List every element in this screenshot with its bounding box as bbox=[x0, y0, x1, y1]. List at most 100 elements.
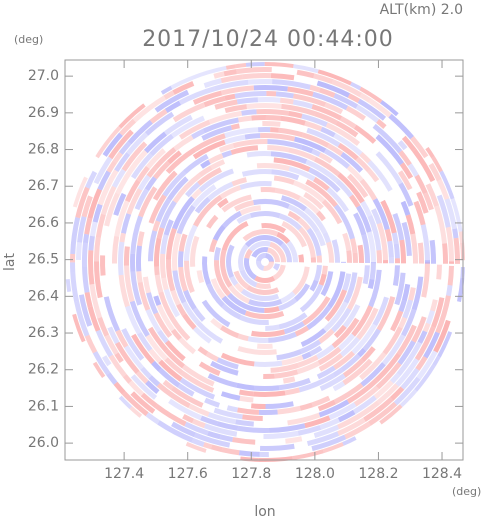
echo-cell bbox=[327, 271, 346, 309]
echo-cell bbox=[234, 90, 267, 99]
echo-cell bbox=[359, 152, 371, 164]
echo-cell bbox=[423, 331, 440, 359]
echo-cell bbox=[367, 160, 393, 192]
echo-cell bbox=[399, 389, 419, 408]
echo-cell bbox=[184, 224, 198, 261]
echo-cell bbox=[288, 110, 303, 119]
echo-cell bbox=[210, 444, 223, 453]
echo-cell bbox=[398, 182, 414, 207]
echo-cell bbox=[388, 268, 394, 279]
echo-cell bbox=[162, 379, 174, 391]
echo-cell bbox=[212, 381, 240, 395]
echo-cell bbox=[92, 351, 111, 376]
echo-cell bbox=[213, 407, 243, 420]
echo-cell bbox=[416, 191, 429, 214]
echo-cell bbox=[431, 155, 444, 173]
echo-cell bbox=[317, 346, 342, 366]
echo-cell bbox=[248, 299, 283, 308]
echo-cell bbox=[392, 162, 403, 173]
echo-cell bbox=[76, 242, 82, 260]
echo-cell bbox=[210, 360, 239, 376]
echo-cell bbox=[274, 369, 299, 379]
echo-cell bbox=[114, 290, 125, 309]
echo-cell bbox=[425, 183, 439, 207]
echo-cell bbox=[80, 340, 97, 365]
echo-cell bbox=[198, 165, 213, 177]
echo-cell bbox=[192, 307, 206, 322]
echo-cell bbox=[94, 125, 122, 159]
echo-cell bbox=[119, 232, 126, 243]
echo-cell bbox=[296, 69, 315, 79]
echo-cell bbox=[194, 336, 223, 358]
echo-cell bbox=[220, 249, 233, 288]
altitude: ALT(km) 2.0 bbox=[380, 2, 463, 18]
echo-cell bbox=[178, 337, 196, 355]
echo-cell bbox=[243, 257, 257, 280]
echo-cell bbox=[264, 62, 294, 68]
echo-cell bbox=[239, 181, 272, 190]
echo-cell bbox=[71, 176, 88, 208]
echo-cell bbox=[342, 358, 373, 386]
echo-cell bbox=[74, 300, 90, 337]
echo-cell bbox=[162, 135, 182, 152]
echo-cell bbox=[287, 86, 314, 97]
echo-cell bbox=[271, 169, 300, 181]
echo-cell bbox=[368, 98, 392, 118]
echo-cell bbox=[276, 231, 291, 244]
echo-cell bbox=[396, 341, 422, 376]
echo-cell bbox=[349, 400, 380, 424]
echo-cell bbox=[148, 194, 167, 224]
echo-cell bbox=[192, 73, 215, 86]
echo-cell bbox=[172, 196, 195, 230]
echo-cell bbox=[233, 270, 250, 290]
echo-cell bbox=[65, 242, 70, 280]
echo-cell bbox=[207, 412, 237, 425]
echo-cell bbox=[309, 374, 319, 383]
echo-cell bbox=[311, 104, 343, 121]
echo-cell bbox=[263, 373, 275, 380]
echo-cell bbox=[221, 210, 242, 228]
echo-cell bbox=[324, 102, 344, 115]
echo-cell bbox=[269, 261, 275, 263]
echo-cell bbox=[375, 151, 403, 185]
echo-cell bbox=[431, 297, 445, 328]
echo-cell bbox=[239, 315, 269, 326]
echo-cell bbox=[225, 63, 236, 70]
echo-cell bbox=[338, 333, 356, 351]
echo-cell bbox=[121, 213, 132, 234]
echo-cell bbox=[153, 312, 173, 338]
y-tick-label: 26.2 bbox=[28, 362, 59, 378]
echo-cell bbox=[414, 364, 437, 393]
echo-cell bbox=[253, 420, 288, 427]
echo-cell bbox=[159, 200, 177, 229]
echo-cell bbox=[206, 283, 225, 308]
echo-cell bbox=[287, 210, 301, 222]
echo-cell bbox=[298, 196, 320, 214]
echo-cell bbox=[322, 442, 345, 455]
echo-cell bbox=[320, 206, 343, 240]
echo-cell bbox=[268, 449, 297, 457]
echo-cell bbox=[410, 136, 429, 159]
echo-cell bbox=[268, 331, 297, 343]
echo-cell bbox=[246, 285, 280, 296]
echo-cell bbox=[251, 247, 269, 258]
echo-cell bbox=[241, 223, 262, 236]
echo-cell bbox=[92, 203, 103, 223]
echo-cell bbox=[436, 179, 450, 200]
echo-cell bbox=[135, 370, 149, 384]
echo-cell bbox=[398, 150, 412, 166]
echo-cell bbox=[128, 406, 143, 419]
echo-cell bbox=[306, 431, 340, 446]
echo-cell bbox=[319, 87, 336, 98]
echo-cell bbox=[170, 74, 194, 90]
echo-cell bbox=[293, 93, 326, 107]
echo-cell bbox=[376, 383, 399, 405]
echo-cell bbox=[154, 274, 164, 293]
echo-cell bbox=[379, 404, 404, 426]
echo-cell bbox=[373, 271, 388, 310]
echo-cell bbox=[342, 358, 365, 378]
echo-cell bbox=[177, 383, 195, 397]
echo-cell bbox=[448, 301, 462, 333]
echo-cell bbox=[232, 437, 256, 445]
echo-cell bbox=[292, 449, 325, 462]
